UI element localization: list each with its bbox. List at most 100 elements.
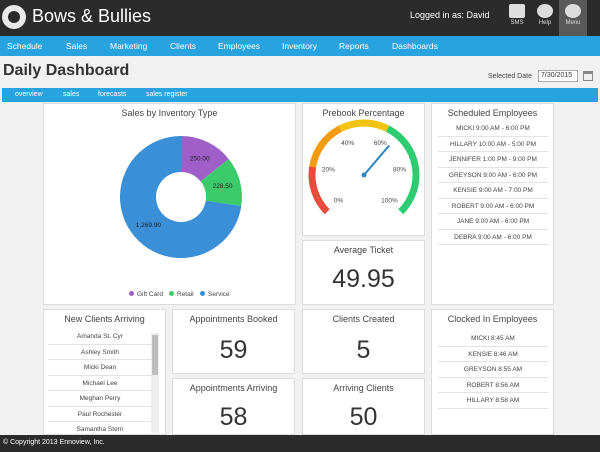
clocked-in-panel: Clocked In Employees MICKI 8:45 AM KENSI… bbox=[431, 309, 554, 435]
donut-data-label: 228.50 bbox=[213, 183, 233, 190]
legend-retail: Retail bbox=[169, 291, 194, 298]
gauge-hub bbox=[361, 172, 367, 178]
help-label: Help bbox=[538, 20, 552, 26]
gauge-tick-label: 60% bbox=[374, 140, 387, 147]
new-clients-list: Amanda St. Cyr Ashley Smith Micki Dean M… bbox=[48, 329, 152, 438]
new-clients-panel: New Clients Arriving Amanda St. Cyr Ashl… bbox=[43, 309, 166, 438]
menu-button[interactable]: Menu bbox=[559, 0, 587, 36]
clocked-in-title: Clocked In Employees bbox=[447, 314, 538, 324]
page-title: Daily Dashboard bbox=[3, 62, 130, 79]
donut-data-label: 250.00 bbox=[190, 155, 210, 162]
gauge-tick-label: 20% bbox=[322, 166, 335, 173]
copyright-text: © Copyright 2013 Ennoview, Inc. bbox=[3, 439, 105, 446]
list-item: KENSIE 9:00 AM - 7:00 PM bbox=[438, 183, 548, 199]
arriving-clients-value: 50 bbox=[349, 403, 378, 431]
appointments-arriving-value: 58 bbox=[219, 403, 248, 431]
help-button[interactable]: Help bbox=[534, 4, 556, 34]
selected-date-label: Selected Date bbox=[488, 73, 532, 80]
sms-label: SMS bbox=[510, 20, 524, 26]
legend-gift-card: Gift Card bbox=[129, 291, 163, 298]
average-ticket-title: Average Ticket bbox=[333, 245, 394, 255]
donut-slice-service bbox=[119, 136, 242, 259]
clients-created-panel: Clients Created 5 bbox=[302, 309, 425, 374]
legend-gift-card-swatch bbox=[129, 291, 134, 296]
list-item: MICKI 9:00 AM - 6:00 PM bbox=[438, 121, 548, 137]
list-item: DEBRA 9:00 AM - 6:00 PM bbox=[438, 230, 548, 245]
clocked-in-list: MICKI 8:45 AM KENSIE 8:46 AM GREYSON 8:5… bbox=[438, 331, 548, 409]
average-ticket-value: 49.95 bbox=[332, 265, 395, 293]
calendar-icon[interactable] bbox=[583, 71, 593, 81]
list-item[interactable]: Meghan Perry bbox=[48, 391, 152, 407]
nav-clients[interactable]: Clients bbox=[170, 41, 196, 51]
nav-dashboards[interactable]: Dashboards bbox=[392, 41, 438, 51]
selected-date-field[interactable]: 7/30/2015 bbox=[538, 70, 578, 82]
tab-sales-register[interactable]: sales register bbox=[146, 91, 188, 98]
list-item: GREYSON 8:55 AM bbox=[438, 362, 548, 378]
legend-service: Service bbox=[200, 291, 230, 298]
gauge-tick-label: 80% bbox=[393, 166, 406, 173]
appointments-booked-panel: Appointments Booked 59 bbox=[172, 309, 295, 374]
tab-sales[interactable]: sales bbox=[63, 91, 80, 98]
scheduled-employees-list: MICKI 9:00 AM - 6:00 PM HILLARY 10:00 AM… bbox=[438, 121, 548, 245]
legend-service-label: Service bbox=[208, 291, 230, 298]
sales-by-inventory-panel: Sales by Inventory Type bbox=[43, 103, 296, 305]
gauge-tick-label: 100% bbox=[381, 197, 398, 204]
list-item: GREYSON 9:00 AM - 6:00 PM bbox=[438, 168, 548, 183]
logo-gear-icon bbox=[2, 5, 26, 29]
list-item: HILLARY 10:00 AM - 5:00 PM bbox=[438, 137, 548, 152]
tab-forecasts[interactable]: forecasts bbox=[98, 91, 127, 98]
donut-slice-retail bbox=[200, 159, 242, 207]
sub-nav: overview sales forecasts sales register bbox=[2, 88, 598, 102]
list-item: MICKI 8:45 AM bbox=[438, 331, 548, 347]
legend-service-swatch bbox=[200, 291, 205, 296]
new-clients-title: New Clients Arriving bbox=[64, 314, 145, 324]
clients-created-value: 5 bbox=[356, 336, 371, 364]
list-item[interactable]: Paul Rochester bbox=[48, 407, 152, 422]
list-item: ROBERT 8:56 AM bbox=[438, 378, 548, 393]
list-item[interactable]: Micki Dean bbox=[48, 360, 152, 376]
list-item: JENNIFER 1:00 PM - 9:00 PM bbox=[438, 152, 548, 168]
gauge-tick-label: 40% bbox=[341, 140, 354, 147]
prebook-title: Prebook Percentage bbox=[322, 108, 405, 118]
tab-overview[interactable]: overview bbox=[15, 91, 43, 98]
scheduled-employees-panel: Scheduled Employees MICKI 9:00 AM - 6:00… bbox=[431, 103, 554, 305]
menu-label: Menu bbox=[565, 20, 581, 26]
list-item: HILLARY 8:58 AM bbox=[438, 393, 548, 409]
legend-retail-label: Retail bbox=[177, 291, 194, 298]
list-item: JANE 9:00 AM - 6:00 PM bbox=[438, 214, 548, 230]
appointments-booked-value: 59 bbox=[219, 336, 248, 364]
help-icon bbox=[537, 4, 553, 18]
list-item[interactable]: Ashley Smith bbox=[48, 345, 152, 360]
sales-chart-title: Sales by Inventory Type bbox=[121, 108, 218, 118]
legend-retail-swatch bbox=[169, 291, 174, 296]
new-clients-scrollbar[interactable] bbox=[151, 333, 159, 433]
appointments-arriving-panel: Appointments Arriving 58 bbox=[172, 378, 295, 435]
gauge-band-1 bbox=[309, 125, 343, 168]
nav-marketing[interactable]: Marketing bbox=[110, 41, 148, 51]
gauge-band-3 bbox=[385, 125, 420, 215]
nav-sales[interactable]: Sales bbox=[66, 41, 88, 51]
app-name: Bows & Bullies bbox=[32, 6, 152, 26]
list-item[interactable]: Amanda St. Cyr bbox=[48, 329, 152, 345]
gauge-needle bbox=[363, 145, 390, 176]
gauge-band-2 bbox=[338, 119, 390, 132]
appointments-booked-title: Appointments Booked bbox=[189, 314, 278, 324]
gear-icon bbox=[565, 4, 581, 18]
legend-gift-card-label: Gift Card bbox=[137, 291, 164, 298]
nav-reports[interactable]: Reports bbox=[339, 41, 369, 51]
gauge-tick-label: 0% bbox=[334, 197, 344, 204]
donut-data-label: 1,269.90 bbox=[136, 222, 162, 229]
list-item[interactable]: Michael Lee bbox=[48, 376, 152, 391]
scheduled-employees-title: Scheduled Employees bbox=[447, 108, 538, 118]
sms-button[interactable]: SMS bbox=[506, 4, 528, 34]
list-item: KENSIE 8:46 AM bbox=[438, 347, 548, 362]
nav-employees[interactable]: Employees bbox=[218, 41, 261, 51]
list-item: ROBERT 9:00 AM - 6:00 PM bbox=[438, 199, 548, 214]
nav-inventory[interactable]: Inventory bbox=[282, 41, 317, 51]
top-bar: Bows & Bullies Logged in as: David SMS H… bbox=[0, 0, 600, 36]
arriving-clients-title: Arriving Clients bbox=[333, 383, 394, 393]
nav-schedule[interactable]: Schedule bbox=[7, 41, 43, 51]
donut-slice-gift-card bbox=[181, 136, 229, 182]
